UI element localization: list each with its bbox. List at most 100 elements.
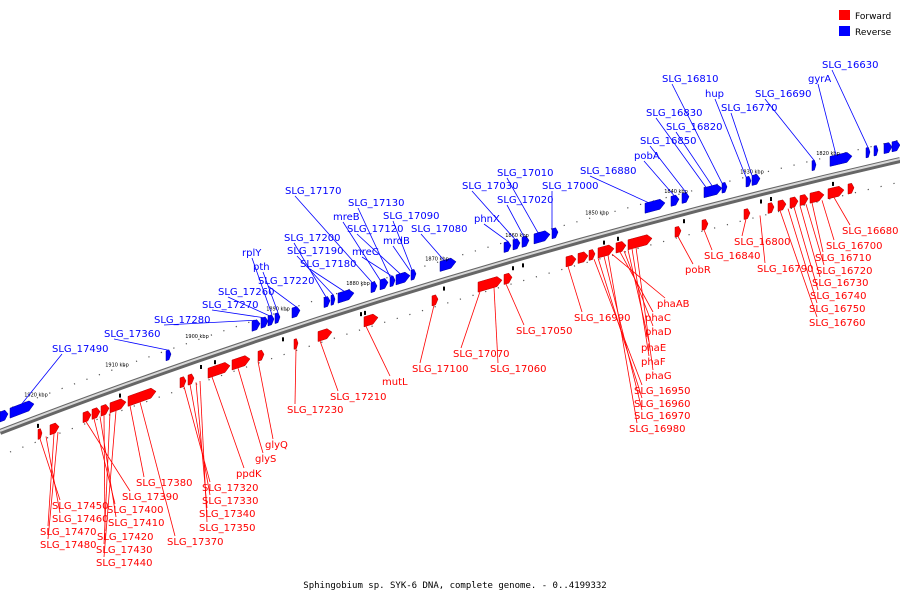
forward-gene-23[interactable] — [627, 234, 653, 251]
reverse-gene-label-slg-16850[interactable]: SLG_16850 — [640, 136, 696, 147]
forward-gene-label-slg-16950[interactable]: SLG_16950 — [634, 386, 690, 397]
reverse-gene-4[interactable] — [260, 316, 269, 329]
reverse-gene-11[interactable] — [370, 281, 378, 294]
reverse-gene-label-slg-16770[interactable]: SLG_16770 — [721, 103, 777, 114]
reverse-gene-29[interactable] — [811, 159, 817, 172]
forward-gene-label-slg-17340[interactable]: SLG_17340 — [199, 509, 255, 520]
reverse-gene-label-rply[interactable]: rplY — [242, 248, 262, 259]
forward-gene-15[interactable] — [431, 294, 439, 307]
reverse-gene-23[interactable] — [670, 194, 680, 207]
forward-gene-label-slg-16970[interactable]: SLG_16970 — [634, 411, 690, 422]
reverse-gene-label-slg-17260[interactable]: SLG_17260 — [218, 287, 274, 298]
forward-gene-32[interactable] — [827, 185, 845, 200]
forward-gene-label-slg-17420[interactable]: SLG_17420 — [97, 532, 153, 543]
reverse-gene-17[interactable] — [503, 241, 512, 253]
forward-gene-label-slg-17230[interactable]: SLG_17230 — [287, 405, 343, 416]
forward-gene-label-slg-17330[interactable]: SLG_17330 — [202, 496, 258, 507]
reverse-gene-label-phnx[interactable]: phnX — [474, 214, 500, 225]
forward-gene-label-slg-17350[interactable]: SLG_17350 — [199, 523, 255, 534]
reverse-gene-label-slg-17120[interactable]: SLG_17120 — [347, 224, 403, 235]
reverse-gene-label-slg-16690[interactable]: SLG_16690 — [755, 89, 811, 100]
reverse-gene-label-slg-17180[interactable]: SLG_17180 — [300, 259, 356, 270]
reverse-gene-label-pth[interactable]: pth — [253, 262, 270, 273]
reverse-gene-8[interactable] — [323, 296, 331, 308]
reverse-gene-34[interactable] — [891, 140, 900, 153]
forward-gene-label-slg-17470[interactable]: SLG_17470 — [40, 527, 96, 538]
forward-gene-13[interactable] — [317, 328, 333, 342]
reverse-gene-16[interactable] — [439, 257, 457, 272]
forward-gene-label-slg-16800[interactable]: SLG_16800 — [734, 237, 790, 248]
reverse-gene-24[interactable] — [681, 192, 690, 204]
reverse-gene-label-slg-17200[interactable]: SLG_17200 — [284, 233, 340, 244]
reverse-gene-33[interactable] — [883, 142, 893, 154]
forward-gene-11[interactable] — [257, 349, 265, 362]
reverse-gene-label-slg-17030[interactable]: SLG_17030 — [462, 181, 518, 192]
reverse-gene-label-slg-17170[interactable]: SLG_17170 — [285, 186, 341, 197]
reverse-gene-label-slg-16630[interactable]: SLG_16630 — [822, 60, 878, 71]
reverse-gene-21[interactable] — [551, 227, 559, 240]
reverse-gene-12[interactable] — [379, 278, 389, 291]
forward-gene-label-slg-17410[interactable]: SLG_17410 — [108, 518, 164, 529]
forward-gene-24[interactable] — [674, 226, 682, 238]
forward-gene-label-slg-16790[interactable]: SLG_16790 — [757, 264, 813, 275]
forward-gene-5[interactable] — [109, 398, 127, 414]
forward-gene-label-slg-17460[interactable]: SLG_17460 — [52, 514, 108, 525]
reverse-gene-label-slg-17280[interactable]: SLG_17280 — [154, 315, 210, 326]
forward-gene-label-pobr[interactable]: pobR — [685, 265, 711, 276]
reverse-gene-label-slg-17490[interactable]: SLG_17490 — [52, 344, 108, 355]
forward-gene-label-phac[interactable]: phaC — [645, 313, 671, 324]
reverse-gene-label-slg-16830[interactable]: SLG_16830 — [646, 108, 702, 119]
reverse-gene-label-mrdb[interactable]: mrdB — [383, 236, 410, 247]
forward-gene-label-slg-17210[interactable]: SLG_17210 — [330, 392, 386, 403]
forward-gene-label-phag[interactable]: phaG — [645, 371, 672, 382]
reverse-gene-19[interactable] — [521, 235, 530, 248]
reverse-gene-9[interactable] — [330, 294, 336, 306]
forward-gene-label-slg-17450[interactable]: SLG_17450 — [52, 501, 108, 512]
forward-gene-21[interactable] — [597, 244, 615, 259]
reverse-gene-label-poba[interactable]: pobA — [634, 151, 660, 162]
forward-gene-20[interactable] — [588, 249, 596, 261]
forward-gene-label-phaf[interactable]: phaF — [641, 357, 666, 368]
forward-gene-label-slg-17050[interactable]: SLG_17050 — [516, 326, 572, 337]
reverse-gene-label-slg-17020[interactable]: SLG_17020 — [497, 195, 553, 206]
forward-gene-label-mutl[interactable]: mutL — [382, 377, 408, 388]
forward-gene-label-slg-17320[interactable]: SLG_17320 — [202, 483, 258, 494]
forward-gene-label-glys[interactable]: glyS — [255, 454, 276, 465]
forward-gene-label-slg-16730[interactable]: SLG_16730 — [812, 278, 868, 289]
forward-gene-label-slg-17390[interactable]: SLG_17390 — [122, 492, 178, 503]
reverse-gene-3[interactable] — [251, 319, 261, 332]
forward-gene-33[interactable] — [847, 182, 855, 195]
reverse-gene-27[interactable] — [745, 175, 752, 188]
reverse-gene-6[interactable] — [274, 312, 281, 324]
reverse-gene-22[interactable] — [644, 198, 666, 214]
forward-gene-label-slg-16750[interactable]: SLG_16750 — [809, 304, 865, 315]
forward-gene-label-phad[interactable]: phaD — [645, 327, 672, 338]
forward-gene-label-slg-16980[interactable]: SLG_16980 — [629, 424, 685, 435]
reverse-gene-10[interactable] — [337, 289, 355, 304]
forward-gene-label-phae[interactable]: phaE — [641, 343, 666, 354]
forward-gene-label-slg-17440[interactable]: SLG_17440 — [96, 558, 152, 569]
reverse-gene-2[interactable] — [165, 349, 172, 362]
reverse-gene-5[interactable] — [267, 314, 275, 327]
forward-gene-label-slg-16710[interactable]: SLG_16710 — [815, 253, 871, 264]
forward-gene-19[interactable] — [577, 251, 589, 264]
reverse-gene-label-slg-17090[interactable]: SLG_17090 — [383, 211, 439, 222]
reverse-gene-label-gyra[interactable]: gyrA — [808, 74, 831, 85]
forward-gene-12[interactable] — [293, 338, 299, 350]
forward-gene-label-slg-16720[interactable]: SLG_16720 — [816, 266, 872, 277]
forward-gene-label-glyq[interactable]: glyQ — [265, 440, 288, 451]
forward-gene-31[interactable] — [809, 190, 825, 204]
reverse-gene-7[interactable] — [291, 306, 301, 319]
forward-gene-2[interactable] — [82, 410, 92, 424]
forward-gene-10[interactable] — [231, 355, 251, 371]
forward-gene-25[interactable] — [701, 219, 709, 231]
forward-gene-label-slg-17070[interactable]: SLG_17070 — [453, 349, 509, 360]
forward-gene-label-slg-17100[interactable]: SLG_17100 — [412, 364, 468, 375]
reverse-gene-18[interactable] — [512, 238, 521, 251]
reverse-gene-label-slg-16880[interactable]: SLG_16880 — [580, 166, 636, 177]
reverse-gene-label-hup[interactable]: hup — [705, 89, 724, 100]
forward-gene-4[interactable] — [100, 404, 110, 417]
reverse-gene-20[interactable] — [533, 230, 551, 245]
reverse-gene-label-slg-17010[interactable]: SLG_17010 — [497, 168, 553, 179]
forward-gene-28[interactable] — [777, 199, 787, 212]
